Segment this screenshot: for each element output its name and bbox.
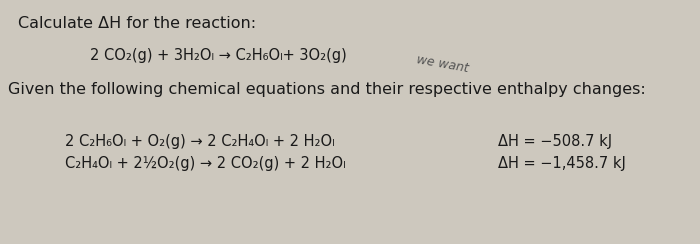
Text: Given the following chemical equations and their respective enthalpy changes:: Given the following chemical equations a… xyxy=(8,82,645,97)
Text: C₂H₄Oₗ + 2½O₂(g) → 2 CO₂(g) + 2 H₂Oₗ: C₂H₄Oₗ + 2½O₂(g) → 2 CO₂(g) + 2 H₂Oₗ xyxy=(65,156,346,171)
Text: ΔH = −1,458.7 kJ: ΔH = −1,458.7 kJ xyxy=(498,156,626,171)
Text: ΔH = −508.7 kJ: ΔH = −508.7 kJ xyxy=(498,134,612,149)
Text: we want: we want xyxy=(415,53,469,75)
Text: 2 CO₂(g) + 3H₂Oₗ → C₂H₆Oₗ+ 3O₂(g): 2 CO₂(g) + 3H₂Oₗ → C₂H₆Oₗ+ 3O₂(g) xyxy=(90,48,346,63)
Text: Calculate ΔH for the reaction:: Calculate ΔH for the reaction: xyxy=(18,16,256,31)
Text: 2 C₂H₆Oₗ + O₂(g) → 2 C₂H₄Oₗ + 2 H₂Oₗ: 2 C₂H₆Oₗ + O₂(g) → 2 C₂H₄Oₗ + 2 H₂Oₗ xyxy=(65,134,335,149)
